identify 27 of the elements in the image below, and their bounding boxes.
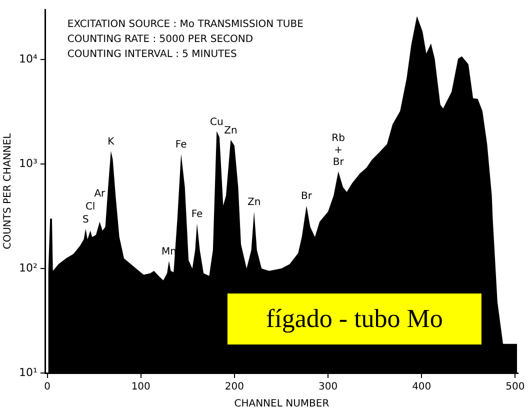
annotation: Br bbox=[301, 191, 313, 202]
annotation: Rb + Br bbox=[332, 132, 345, 168]
annotation: Cl bbox=[85, 201, 96, 212]
annotation: fígado - tubo Mo bbox=[266, 304, 443, 333]
x-tick-label: 500 bbox=[506, 382, 525, 393]
annotation: EXCITATION SOURCE : Mo TRANSMISSION TUBE bbox=[67, 19, 304, 30]
annotation: Ar bbox=[94, 188, 106, 200]
x-tick-label: 300 bbox=[318, 382, 338, 393]
y-tick-label: 10⁴ bbox=[18, 52, 38, 66]
annotation: Fe bbox=[191, 209, 203, 220]
x-tick-label: 400 bbox=[412, 382, 432, 393]
annotation: COUNTING RATE : 5000 PER SECOND bbox=[67, 34, 254, 46]
annotation: K bbox=[108, 136, 115, 148]
x-tick-label: 200 bbox=[224, 382, 244, 393]
annotation: COUNTING INTERVAL : 5 MINUTES bbox=[67, 49, 237, 60]
y-tick-label: 10³ bbox=[18, 156, 38, 170]
x-tick-label: 100 bbox=[131, 382, 150, 393]
annotation: Fe bbox=[175, 139, 187, 150]
annotation: S bbox=[82, 214, 89, 226]
y-tick-label: 10¹ bbox=[18, 366, 38, 379]
x-axis-title: CHANNEL NUMBER bbox=[234, 398, 330, 410]
y-tick-label: 10² bbox=[18, 261, 38, 274]
annotation: Zn bbox=[224, 125, 238, 136]
annotation: Zn bbox=[247, 197, 261, 208]
y-axis-title: COUNTS PER CHANNEL bbox=[2, 132, 14, 250]
x-tick-label: 0 bbox=[44, 382, 50, 393]
annotation: Cu bbox=[210, 116, 224, 128]
